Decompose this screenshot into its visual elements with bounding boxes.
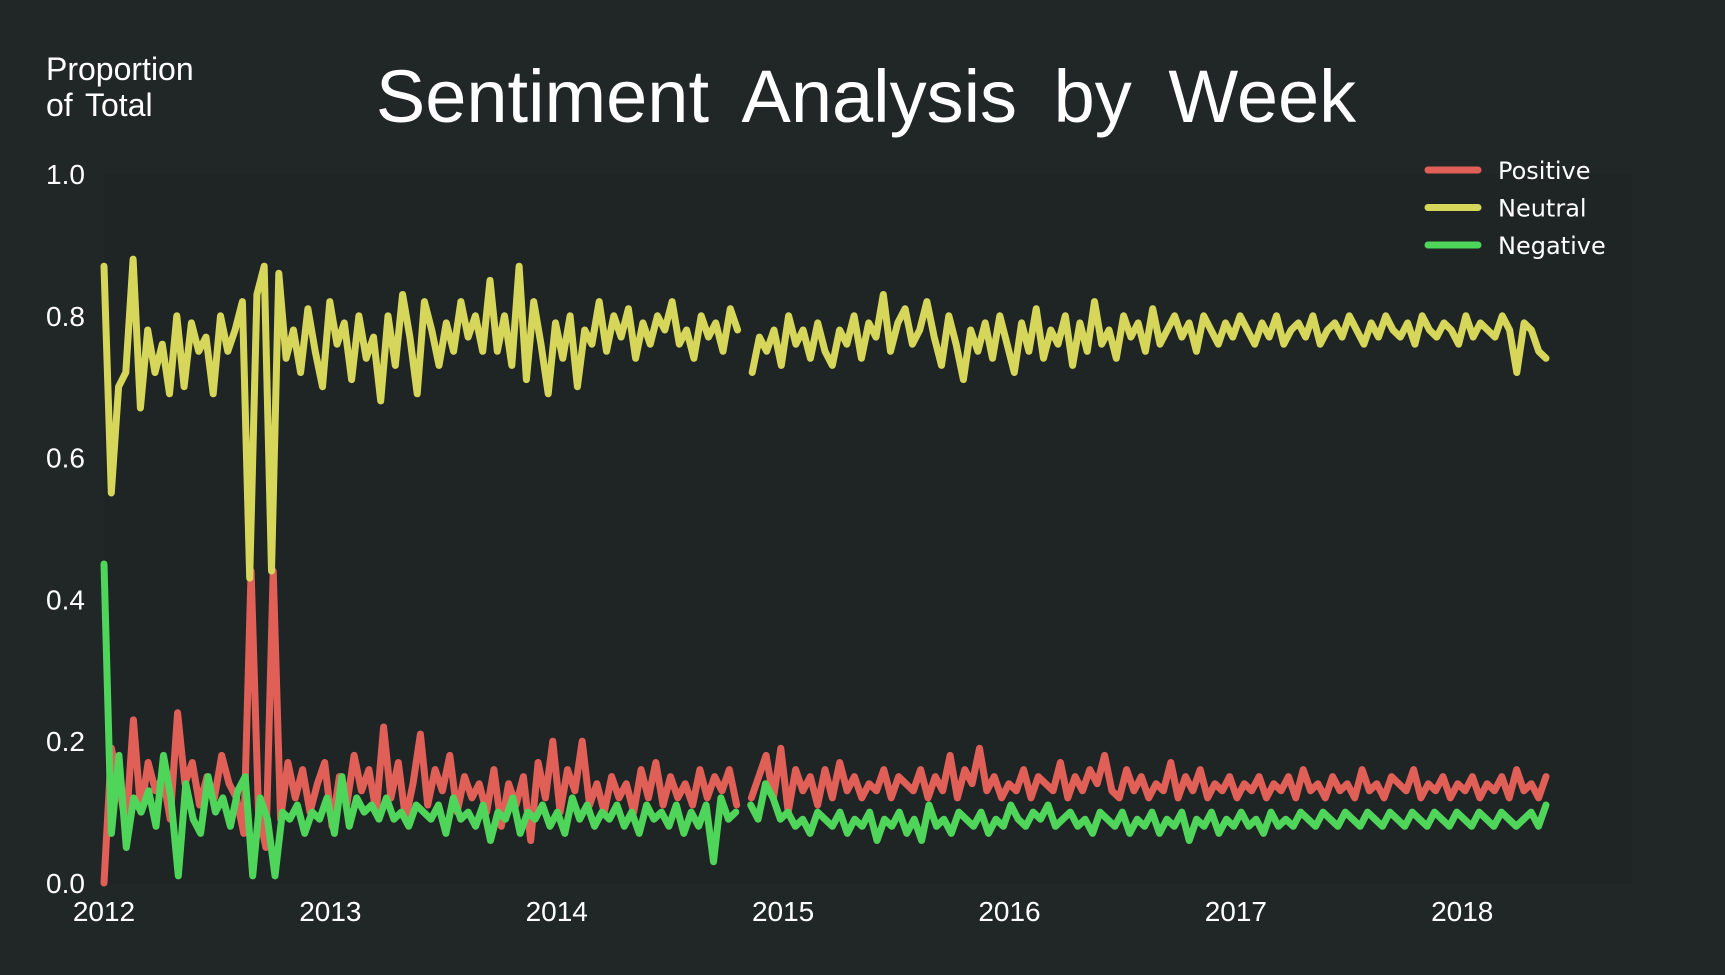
- x-axis-ticks: 2012 2013 2014 2015 2016 2017 2018: [73, 896, 1494, 927]
- x-tick-label: 2013: [299, 896, 361, 927]
- series-line-negative: [100, 560, 740, 880]
- y-axis-ticks: 0.0 0.2 0.4 0.6 0.8 1.0: [46, 159, 85, 899]
- x-tick-label: 2012: [73, 896, 135, 927]
- y-tick-label: 0.8: [46, 301, 85, 332]
- x-tick-label: 2015: [752, 896, 814, 927]
- series-line-neutral: [748, 291, 1550, 384]
- series-line-neutral: [100, 255, 742, 582]
- legend-item-neutral: Neutral: [1424, 195, 1587, 223]
- y-tick-label: 0.2: [46, 726, 85, 757]
- legend-item-positive: Positive: [1424, 157, 1591, 185]
- legend: Positive Neutral Negative: [1424, 157, 1606, 260]
- x-tick-label: 2018: [1431, 896, 1493, 927]
- y-tick-label: 0.6: [46, 443, 85, 474]
- x-tick-label: 2017: [1205, 896, 1267, 927]
- legend-label: Positive: [1498, 157, 1591, 185]
- y-axis-label-line-1: Proportion: [46, 51, 194, 87]
- series-line-negative: [747, 780, 1550, 844]
- y-tick-label: 1.0: [46, 159, 85, 190]
- series-negative: [100, 560, 1550, 880]
- legend-item-negative: Negative: [1424, 232, 1606, 260]
- legend-label: Negative: [1498, 232, 1606, 260]
- y-tick-label: 0.0: [46, 868, 85, 899]
- legend-label: Neutral: [1498, 195, 1587, 223]
- y-tick-label: 0.4: [46, 584, 85, 615]
- series-line-positive: [747, 744, 1550, 816]
- x-tick-label: 2016: [978, 896, 1040, 927]
- y-axis-label-line-2: of Total: [46, 87, 153, 123]
- plot-area: [104, 174, 1632, 884]
- chart-title: Sentiment Analysis by Week: [376, 55, 1357, 138]
- series-layer: [100, 255, 1550, 887]
- x-tick-label: 2014: [526, 896, 588, 927]
- series-neutral: [100, 255, 1550, 582]
